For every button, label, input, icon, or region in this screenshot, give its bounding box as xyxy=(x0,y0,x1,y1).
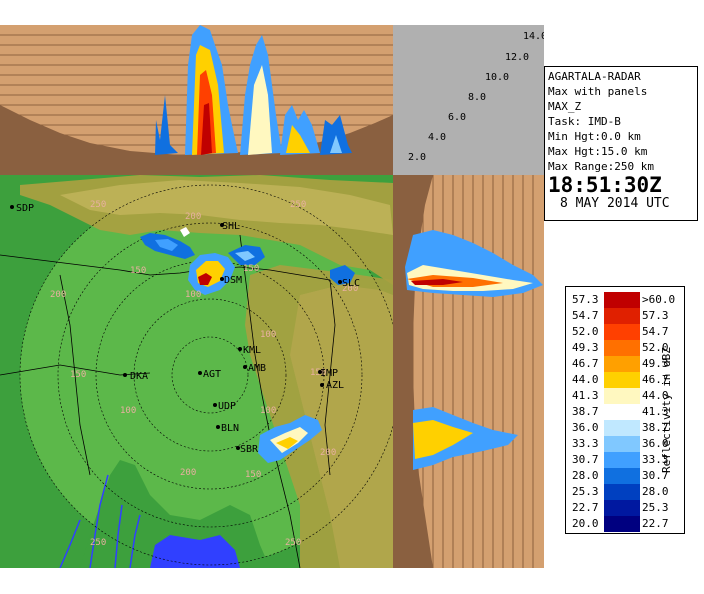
height-tick-10: 10.0 xyxy=(485,72,509,83)
svg-text:250: 250 xyxy=(90,538,106,548)
legend-swatch xyxy=(604,324,640,340)
legend-low-value: 57.3 xyxy=(572,293,599,306)
legend-swatch xyxy=(604,516,640,532)
top-cross-section-panel xyxy=(0,25,393,175)
legend-swatch xyxy=(604,500,640,516)
radar-map-panel: 250 250 200 200 200 150 150 150 150 100 … xyxy=(0,175,393,568)
height-scale-corner: 2.0 4.0 6.0 8.0 10.0 12.0 14.0 xyxy=(393,25,544,175)
task-name: Task: IMD-B xyxy=(548,115,621,128)
legend-low-value: 46.7 xyxy=(572,357,599,370)
legend-swatch xyxy=(604,484,640,500)
legend-high-value: 44.0 xyxy=(642,389,669,402)
legend-high-value: 46.7 xyxy=(642,373,669,386)
legend-swatch xyxy=(604,356,640,372)
height-tick-2: 2.0 xyxy=(408,152,426,163)
svg-text:100: 100 xyxy=(260,406,276,416)
legend-low-value: 33.3 xyxy=(572,437,599,450)
right-cross-section-panel xyxy=(393,175,544,568)
height-tick-8: 8.0 xyxy=(468,92,486,103)
svg-text:100: 100 xyxy=(120,406,136,416)
legend-high-value: 54.7 xyxy=(642,325,669,338)
legend-swatch xyxy=(604,468,640,484)
svg-text:150: 150 xyxy=(243,264,259,274)
legend-low-value: 41.3 xyxy=(572,389,599,402)
legend-low-value: 52.0 xyxy=(572,325,599,338)
site-slc: SLC xyxy=(342,278,360,289)
svg-text:200: 200 xyxy=(342,284,358,294)
height-tick-4: 4.0 xyxy=(428,132,446,143)
site-dsm: DSM xyxy=(224,275,242,286)
min-height: Min Hgt:0.0 km xyxy=(548,130,641,143)
legend-low-value: 30.7 xyxy=(572,453,599,466)
svg-text:200: 200 xyxy=(180,468,196,478)
legend-low-value: 44.0 xyxy=(572,373,599,386)
product-name: Max with panels xyxy=(548,85,648,98)
legend-swatch xyxy=(604,340,640,356)
reflectivity-legend: 57.3 >60.0 54.7 57.3 52.0 54.7 49.3 52.0 46.7 49.… xyxy=(565,286,685,534)
site-sbr: SBR xyxy=(240,444,259,455)
legend-low-value: 49.3 xyxy=(572,341,599,354)
height-tick-12: 12.0 xyxy=(505,52,529,63)
legend-swatch xyxy=(604,436,640,452)
legend-swatch xyxy=(604,404,640,420)
scan-date: 8 MAY 2014 UTC xyxy=(560,196,670,211)
site-dka: DKA xyxy=(130,371,148,382)
svg-text:200: 200 xyxy=(185,212,201,222)
site-azl: AZL xyxy=(326,380,344,391)
legend-low-value: 22.7 xyxy=(572,501,599,514)
legend-swatch xyxy=(604,308,640,324)
legend-swatch xyxy=(604,388,640,404)
legend-low-value: 38.7 xyxy=(572,405,599,418)
site-kml: KML xyxy=(243,345,261,356)
site-sdp: SDP xyxy=(16,203,34,214)
legend-low-value: 54.7 xyxy=(572,309,599,322)
legend-high-value: 57.3 xyxy=(642,309,669,322)
legend-high-value: 41.3 xyxy=(642,405,669,418)
legend-swatch xyxy=(604,372,640,388)
svg-text:200: 200 xyxy=(320,448,336,458)
height-tick-14: 14.0 xyxy=(523,31,544,42)
svg-text:200: 200 xyxy=(50,290,66,300)
legend-high-value: >60.0 xyxy=(642,293,676,306)
legend-low-value: 28.0 xyxy=(572,469,599,482)
svg-text:250: 250 xyxy=(285,538,301,548)
svg-text:250: 250 xyxy=(90,200,106,210)
max-range: Max Range:250 km xyxy=(548,160,654,173)
site-amb: AMB xyxy=(248,363,266,374)
svg-text:150: 150 xyxy=(70,370,86,380)
svg-text:150: 150 xyxy=(245,470,261,480)
legend-swatch xyxy=(604,420,640,436)
site-shl: SHL xyxy=(222,221,240,232)
legend-low-value: 20.0 xyxy=(572,517,599,530)
legend-high-value: 52.0 xyxy=(642,341,669,354)
legend-low-value: 25.3 xyxy=(572,485,599,498)
svg-text:100: 100 xyxy=(185,290,201,300)
svg-text:250: 250 xyxy=(290,200,306,210)
legend-swatch xyxy=(604,292,640,308)
max-height: Max Hgt:15.0 km xyxy=(548,145,648,158)
radar-info-box: AGARTALA-RADAR Max with panels MAX_Z Tas… xyxy=(544,66,698,221)
site-imp: IMP xyxy=(320,368,338,379)
svg-text:100: 100 xyxy=(260,330,276,340)
legend-high-value: 22.7 xyxy=(642,517,669,530)
legend-high-value: 30.7 xyxy=(642,469,669,482)
legend-high-value: 36.0 xyxy=(642,437,669,450)
site-udp: UDP xyxy=(218,401,236,412)
legend-high-value: 33.3 xyxy=(642,453,669,466)
site-bln: BLN xyxy=(221,423,239,434)
height-tick-6: 6.0 xyxy=(448,112,466,123)
svg-text:150: 150 xyxy=(130,266,146,276)
legend-high-value: 28.0 xyxy=(642,485,669,498)
legend-low-value: 36.0 xyxy=(572,421,599,434)
scan-time: 18:51:30Z xyxy=(548,173,662,197)
legend-high-value: 25.3 xyxy=(642,501,669,514)
svg-text:150: 150 xyxy=(310,368,326,378)
legend-high-value: 38.7 xyxy=(642,421,669,434)
legend-swatch xyxy=(604,452,640,468)
legend-axis-label: Reflectivity in dBZ xyxy=(660,347,673,473)
legend-high-value: 49.3 xyxy=(642,357,669,370)
station-name: AGARTALA-RADAR xyxy=(548,70,641,83)
site-agt: AGT xyxy=(203,369,221,380)
field-name: MAX_Z xyxy=(548,100,582,113)
